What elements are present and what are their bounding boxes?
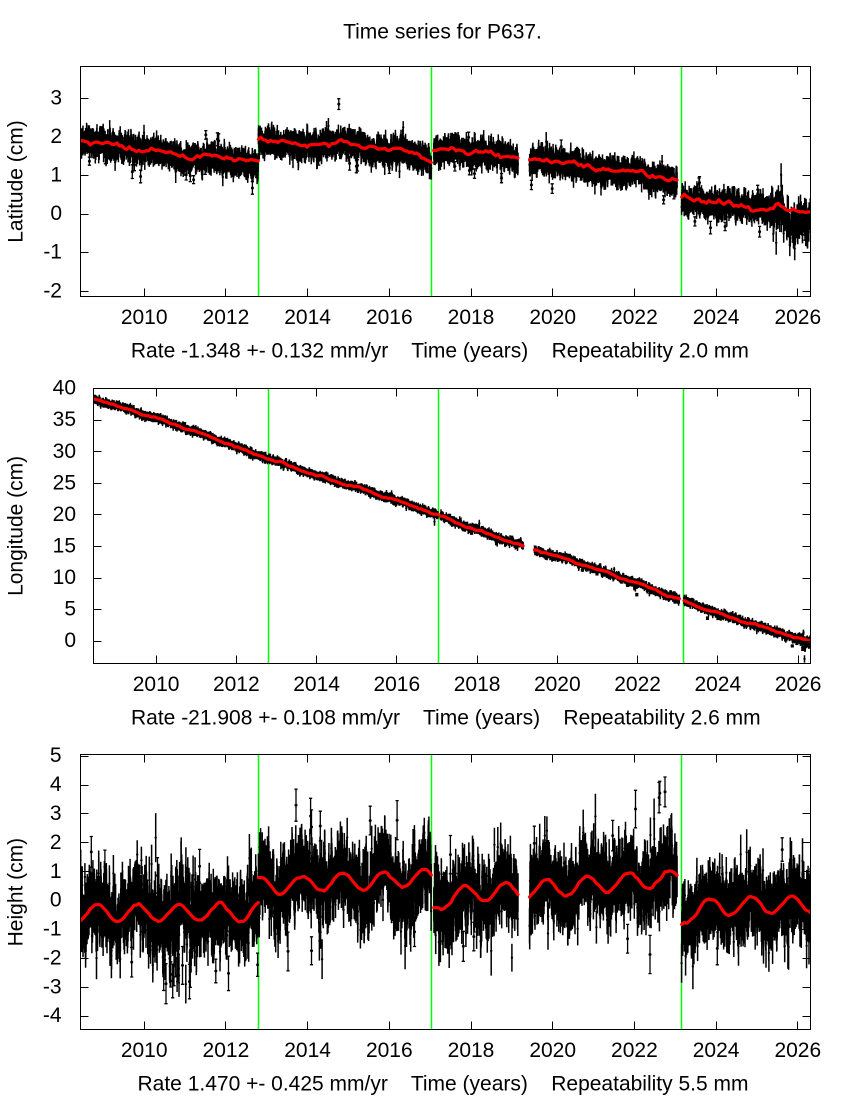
svg-text:2020: 2020 [529, 306, 576, 329]
svg-text:25: 25 [53, 471, 76, 494]
svg-text:30: 30 [53, 440, 76, 463]
svg-text:-1: -1 [43, 241, 62, 264]
svg-text:2014: 2014 [284, 306, 331, 329]
svg-text:2014: 2014 [293, 673, 340, 696]
svg-text:2012: 2012 [213, 673, 260, 696]
svg-text:2012: 2012 [203, 1039, 250, 1062]
svg-text:2012: 2012 [203, 306, 250, 329]
svg-text:Longitude (cm): Longitude (cm) [4, 456, 27, 596]
svg-text:Rate 1.470 +- 0.425 mm/yr T: Rate 1.470 +- 0.425 mm/yr Time (years) R… [138, 1072, 749, 1095]
svg-text:20: 20 [53, 503, 76, 526]
svg-text:Latitude (cm): Latitude (cm) [4, 120, 27, 243]
svg-text:2022: 2022 [611, 1039, 658, 1062]
svg-text:40: 40 [53, 377, 76, 400]
svg-text:3: 3 [50, 86, 62, 109]
svg-text:0: 0 [50, 889, 62, 912]
svg-text:-3: -3 [43, 975, 62, 998]
svg-text:Rate -21.908 +- 0.108 mm/yr: Rate -21.908 +- 0.108 mm/yr Time (years)… [131, 706, 761, 729]
svg-text:-4: -4 [43, 1004, 62, 1027]
svg-text:2026: 2026 [774, 306, 821, 329]
svg-text:2010: 2010 [121, 306, 168, 329]
svg-text:2: 2 [50, 831, 62, 854]
svg-text:2026: 2026 [775, 673, 822, 696]
svg-text:2020: 2020 [534, 673, 581, 696]
svg-text:-1: -1 [43, 918, 62, 941]
svg-text:2018: 2018 [448, 1039, 495, 1062]
svg-text:2016: 2016 [373, 673, 420, 696]
svg-text:2024: 2024 [693, 306, 740, 329]
svg-text:15: 15 [53, 535, 76, 558]
svg-text:2016: 2016 [366, 1039, 413, 1062]
svg-text:Rate -1.348 +- 0.132 mm/yr: Rate -1.348 +- 0.132 mm/yr Time (years) … [131, 339, 749, 362]
svg-text:2024: 2024 [694, 673, 741, 696]
svg-text:35: 35 [53, 408, 76, 431]
svg-text:3: 3 [50, 802, 62, 825]
svg-text:2010: 2010 [133, 673, 180, 696]
svg-text:2018: 2018 [454, 673, 501, 696]
svg-text:2024: 2024 [693, 1039, 740, 1062]
svg-text:5: 5 [64, 598, 76, 621]
svg-text:1: 1 [50, 164, 62, 187]
svg-text:-2: -2 [43, 946, 62, 969]
svg-text:-2: -2 [43, 279, 62, 302]
svg-text:2: 2 [50, 125, 62, 148]
svg-text:2020: 2020 [529, 1039, 576, 1062]
svg-text:2022: 2022 [611, 306, 658, 329]
svg-text:2016: 2016 [366, 306, 413, 329]
svg-text:0: 0 [50, 202, 62, 225]
svg-text:2026: 2026 [774, 1039, 821, 1062]
svg-text:4: 4 [50, 773, 62, 796]
svg-text:2022: 2022 [614, 673, 661, 696]
svg-text:0: 0 [64, 629, 76, 652]
svg-text:2010: 2010 [121, 1039, 168, 1062]
svg-text:10: 10 [53, 566, 76, 589]
svg-text:2018: 2018 [448, 306, 495, 329]
svg-text:2014: 2014 [284, 1039, 331, 1062]
svg-text:1: 1 [50, 860, 62, 883]
svg-text:5: 5 [50, 744, 62, 767]
svg-text:Height (cm): Height (cm) [4, 838, 27, 947]
svg-text:Time series for P637.: Time series for P637. [343, 21, 542, 44]
